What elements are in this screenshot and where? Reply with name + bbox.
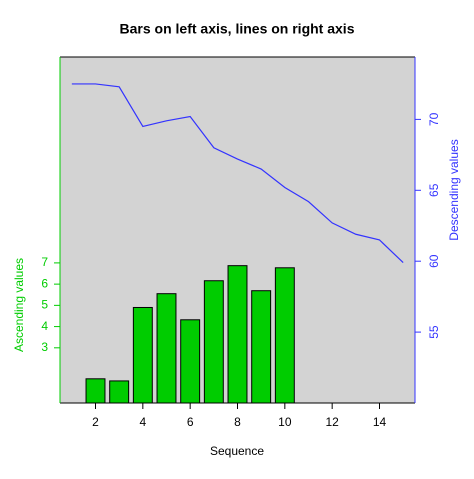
x-axis-label: Sequence [210,444,264,458]
y2-tick-label: 60 [427,254,441,268]
y-tick-label: 6 [41,276,48,290]
y2-tick-label: 55 [427,325,441,339]
bar [109,380,130,404]
bar [156,293,177,404]
x-tick-label: 10 [278,415,292,429]
x-tick-label: 14 [373,415,387,429]
y-tick-label: 3 [41,340,48,354]
y-axis-label: Ascending values [12,258,26,352]
y-tick-label: 4 [41,319,48,333]
x-tick-label: 4 [139,415,146,429]
x-tick-label: 8 [234,415,241,429]
y2-axis-label: Descending values [447,139,461,240]
chart-title: Bars on left axis, lines on right axis [120,21,355,37]
bar [251,290,272,404]
x-tick-label: 6 [187,415,194,429]
bar [274,267,295,404]
bar [132,306,153,404]
line [71,83,404,264]
y2-tick-label: 70 [427,112,441,126]
bar [203,280,224,404]
bar [227,265,248,404]
bar [180,319,201,404]
bar [85,378,106,404]
y-tick-label: 7 [41,255,48,269]
y2-tick-label: 65 [427,183,441,197]
x-tick-label: 12 [325,415,339,429]
y-tick-label: 5 [41,298,48,312]
x-tick-label: 2 [92,415,99,429]
